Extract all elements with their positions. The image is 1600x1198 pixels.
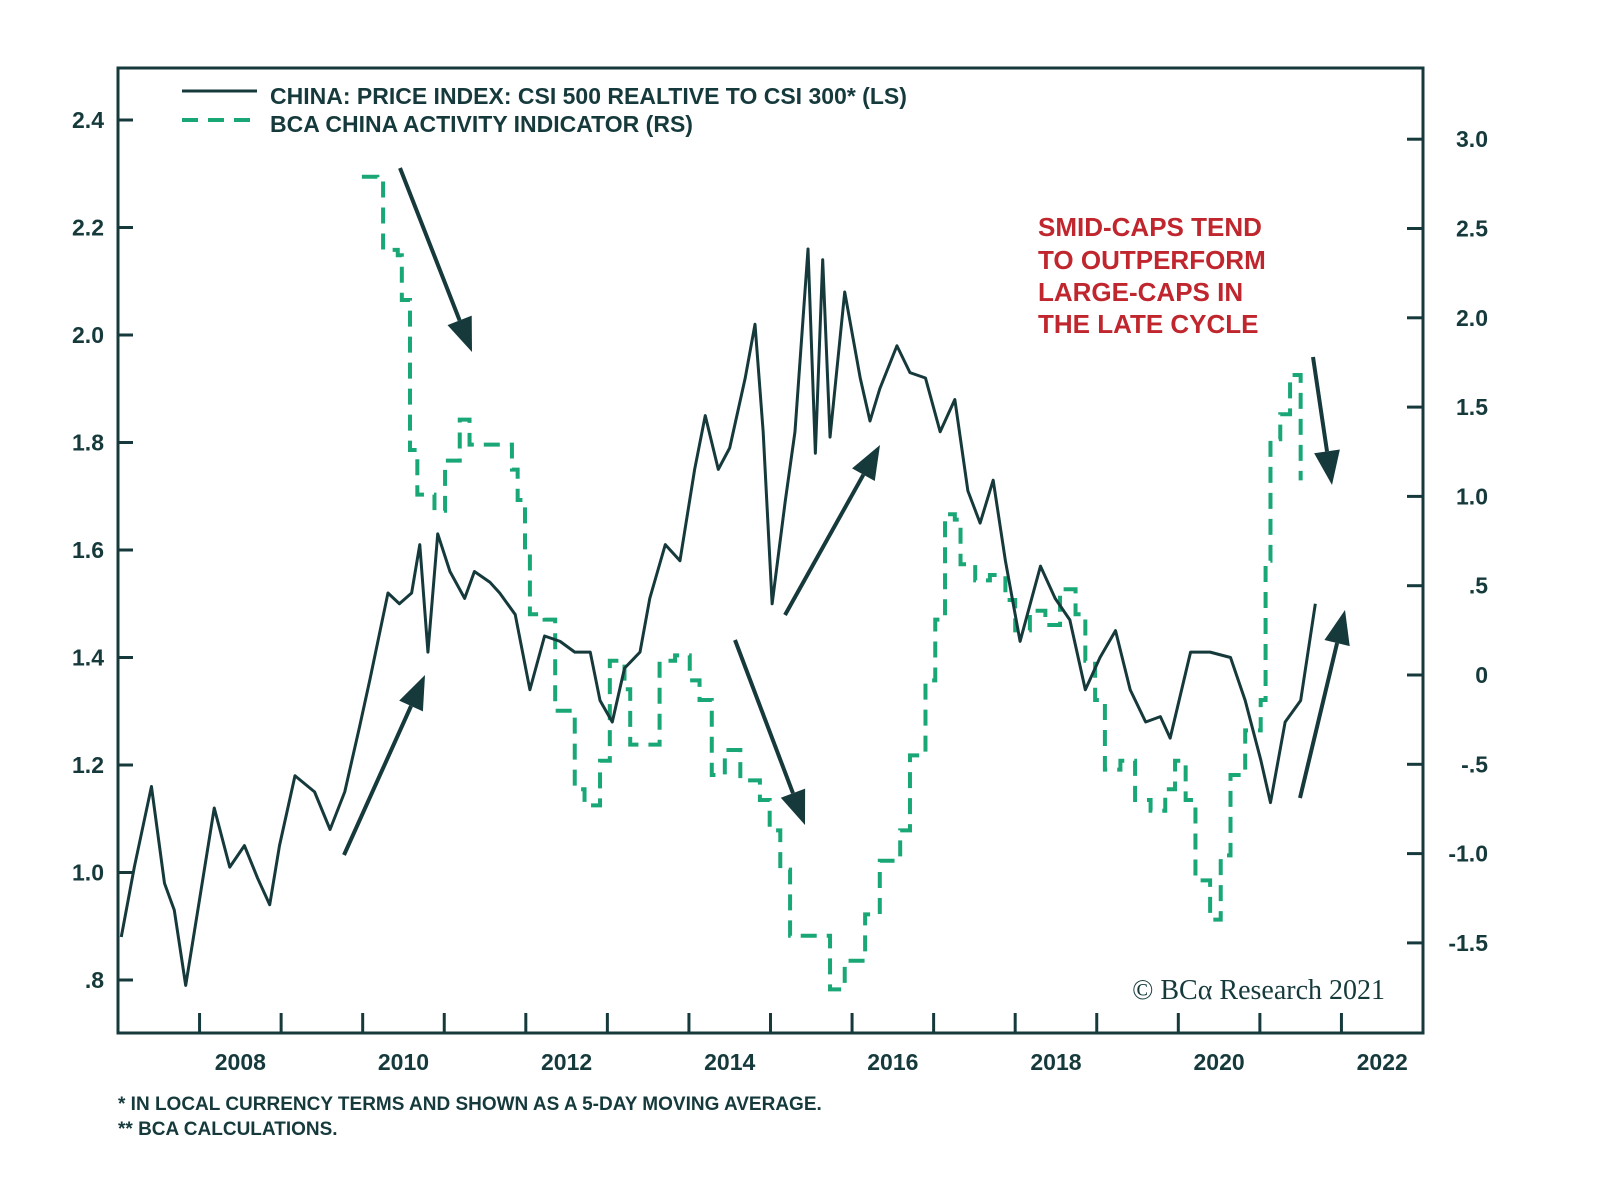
- arrow-shaft: [342, 705, 413, 856]
- arrow-head-icon: [852, 445, 880, 482]
- y-left-tick-label: 1.8: [72, 430, 104, 456]
- y-left-tick-label: 2.2: [72, 215, 104, 241]
- legend-label-csi: CHINA: PRICE INDEX: CSI 500 REALTIVE TO …: [270, 83, 907, 109]
- series-bca-activity-line: [361, 174, 1303, 992]
- arrow-shaft: [733, 639, 795, 794]
- legend-label-bca: BCA CHINA ACTIVITY INDICATOR (RS): [270, 111, 693, 137]
- arrow-head-icon: [399, 675, 425, 712]
- y-right-tick-label: 1.0: [1456, 483, 1488, 509]
- y-left-tick-label: 2.0: [72, 322, 104, 348]
- y-right-tick-label: 1.5: [1456, 394, 1488, 420]
- series-csi500-relative-line: [119, 247, 1317, 987]
- arrow-head-icon: [1314, 449, 1340, 485]
- arrow-head-icon: [780, 788, 806, 825]
- y-left-tick-label: 1.4: [72, 645, 104, 671]
- arrow-shaft: [783, 473, 866, 616]
- y-left-tick-label: 2.4: [72, 107, 104, 133]
- arrow-head-icon: [447, 315, 472, 352]
- y-left-tick-label: 1.0: [72, 860, 104, 886]
- annotation-line: THE LATE CYCLE: [1038, 309, 1259, 339]
- x-tick-label: 2010: [378, 1049, 429, 1075]
- y-right-tick-label: 2.0: [1456, 305, 1488, 331]
- annotation-line: SMID-CAPS TEND: [1038, 212, 1262, 242]
- copyright: © BCα Research 2021: [1132, 975, 1385, 1006]
- x-tick-label: 2018: [1030, 1049, 1081, 1075]
- y-right-tick-label: -.5: [1461, 751, 1488, 777]
- legend: CHINA: PRICE INDEX: CSI 500 REALTIVE TO …: [182, 83, 907, 137]
- x-tick-label: 2016: [867, 1049, 918, 1075]
- x-tick-label: 2020: [1194, 1049, 1245, 1075]
- footnote: * IN LOCAL CURRENCY TERMS AND SHOWN AS A…: [118, 1094, 822, 1115]
- x-tick-label: 2022: [1357, 1049, 1408, 1075]
- arrow-shaft: [398, 167, 462, 322]
- y-right-tick-label: .5: [1469, 573, 1488, 599]
- footnote: ** BCA CALCULATIONS.: [118, 1119, 338, 1140]
- x-tick-label: 2014: [704, 1049, 755, 1075]
- x-tick-label: 2008: [215, 1049, 266, 1075]
- arrow-shaft: [1311, 356, 1329, 452]
- annotation-line: LARGE-CAPS IN: [1038, 277, 1243, 307]
- y-left-tick-label: .8: [85, 967, 104, 993]
- y-right-tick-label: -1.0: [1448, 841, 1488, 867]
- y-right-tick-label: -1.5: [1448, 930, 1488, 956]
- y-right-tick-label: 2.5: [1456, 216, 1488, 242]
- annotation-text: SMID-CAPS TEND TO OUTPERFORM LARGE-CAPS …: [1038, 212, 1266, 339]
- x-tick-label: 2012: [541, 1049, 592, 1075]
- y-left-tick-label: 1.6: [72, 537, 104, 563]
- annotation-line: TO OUTPERFORM: [1038, 245, 1266, 275]
- y-left-tick-label: 1.2: [72, 752, 104, 778]
- arrow-head-icon: [1324, 610, 1350, 647]
- arrow-shaft: [1298, 642, 1340, 799]
- y-right-tick-label: 0: [1475, 662, 1488, 688]
- y-right-tick-label: 3.0: [1456, 126, 1488, 152]
